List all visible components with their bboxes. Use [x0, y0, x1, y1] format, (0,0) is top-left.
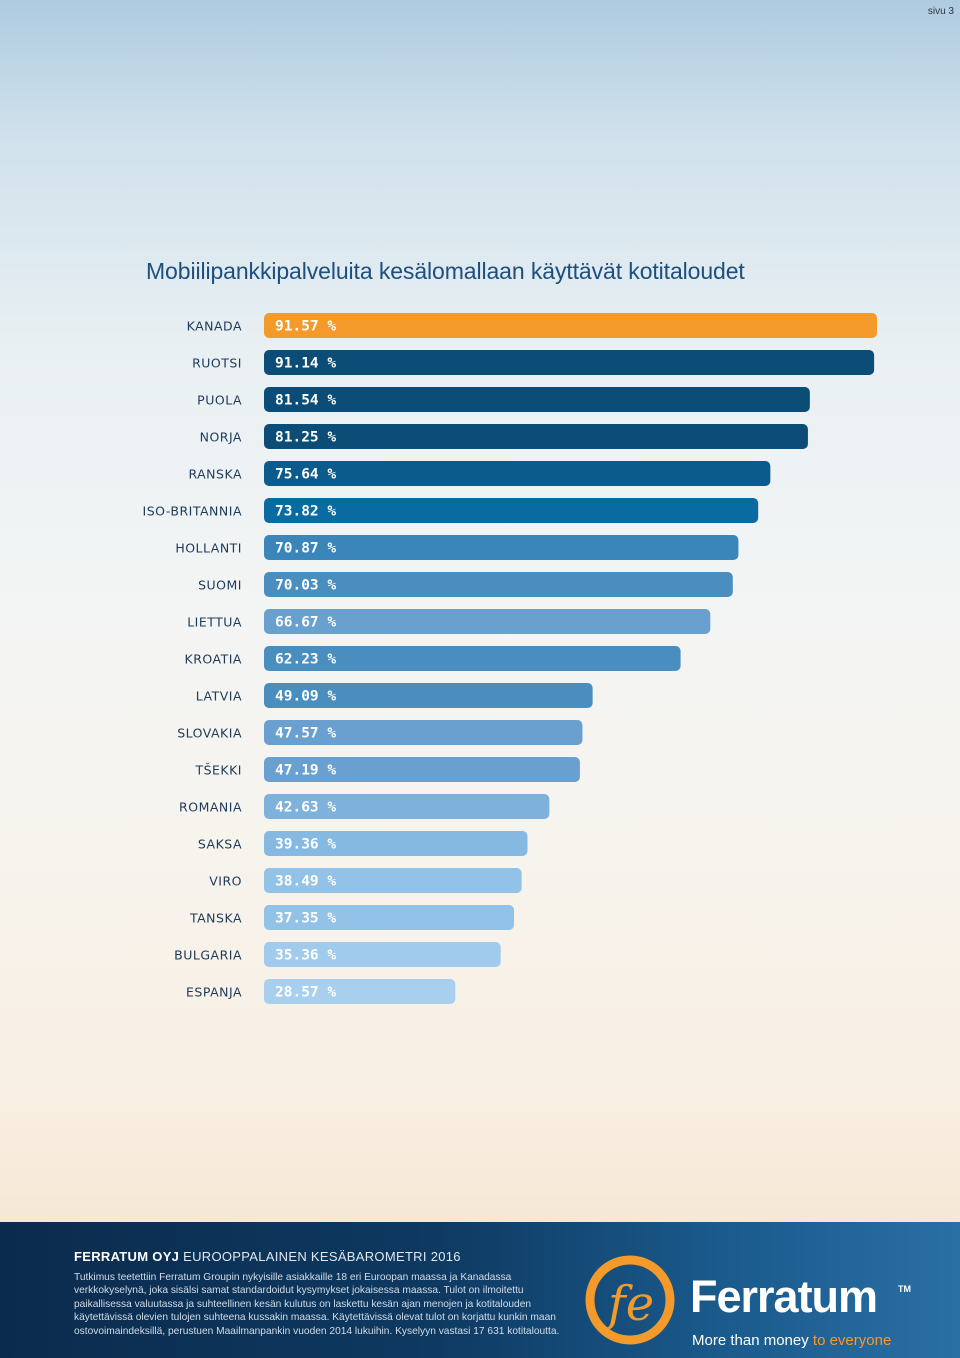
bar — [264, 720, 583, 745]
bar — [264, 498, 759, 523]
value-label: 70.03 % — [275, 578, 336, 594]
category-label: NORJA — [200, 430, 242, 445]
value-label: 47.57 % — [275, 726, 336, 742]
bar — [264, 868, 522, 893]
bar — [264, 609, 711, 634]
bar — [264, 572, 733, 597]
value-label: 42.63 % — [275, 800, 336, 816]
bar — [264, 942, 501, 967]
category-label: SLOVAKIA — [177, 726, 242, 741]
category-label: TANSKA — [189, 911, 242, 926]
bar — [264, 535, 739, 560]
bar — [264, 313, 877, 338]
bar — [264, 794, 550, 819]
value-label: 73.82 % — [275, 504, 336, 520]
category-label: RUOTSI — [192, 356, 242, 371]
tagline-part-2: to everyone — [812, 1332, 892, 1349]
ferratum-logo-icon: fe — [585, 1255, 675, 1345]
value-label: 81.54 % — [275, 393, 336, 409]
bar — [264, 979, 456, 1004]
bar — [264, 683, 593, 708]
category-label: BULGARIA — [174, 948, 242, 963]
category-label: KANADA — [187, 319, 242, 334]
chart-title: Mobiilipankkipalveluita kesälomallaan kä… — [146, 258, 745, 284]
value-label: 47.19 % — [275, 763, 336, 779]
bar-chart: KANADA 91.57 % RUOTSI 91.14 % PUOLA 81.54 % NO… — [143, 313, 877, 1004]
bar — [264, 757, 580, 782]
value-label: 81.25 % — [275, 430, 336, 446]
footer-heading-title: EUROOPPALAINEN KESÄBAROMETRI 2016 — [183, 1249, 461, 1264]
value-label: 35.36 % — [275, 948, 336, 964]
value-label: 49.09 % — [275, 689, 336, 705]
bar — [264, 350, 875, 375]
value-label: 62.23 % — [275, 652, 336, 668]
footer: FERRATUM OYJ EUROOPPALAINEN KESÄBAROMETR… — [0, 1222, 960, 1358]
value-label: 39.36 % — [275, 837, 336, 853]
category-label: LATVIA — [196, 689, 242, 704]
value-label: 91.14 % — [275, 356, 336, 372]
category-label: KROATIA — [185, 652, 242, 667]
category-label: RANSKA — [188, 467, 242, 482]
value-label: 91.57 % — [275, 319, 336, 335]
footer-heading: FERRATUM OYJ EUROOPPALAINEN KESÄBAROMETR… — [74, 1249, 461, 1264]
category-label: TŠEKKI — [194, 763, 242, 778]
footer-heading-company: FERRATUM OYJ — [74, 1249, 180, 1264]
bar — [264, 646, 681, 671]
page-number: sivu 3 — [927, 6, 954, 17]
svg-text:fe: fe — [605, 1276, 654, 1332]
logo-tagline: More than money to everyone — [692, 1332, 891, 1349]
value-label: 38.49 % — [275, 874, 336, 890]
category-label: ESPANJA — [186, 985, 242, 1000]
bar — [264, 831, 528, 856]
bar — [264, 387, 810, 412]
category-label: ISO-BRITANNIA — [143, 504, 242, 519]
bar — [264, 424, 808, 449]
logo-trademark: TM — [898, 1284, 911, 1294]
bar — [264, 461, 771, 486]
category-label: SUOMI — [198, 578, 242, 593]
category-label: PUOLA — [197, 393, 242, 408]
value-label: 66.67 % — [275, 615, 336, 631]
bar — [264, 905, 515, 930]
value-label: 75.64 % — [275, 467, 336, 483]
category-label: HOLLANTI — [175, 541, 242, 556]
category-label: LIETTUA — [187, 615, 242, 630]
category-label: ROMANIA — [179, 800, 242, 815]
footer-description: Tutkimus teetettiin Ferratum Groupin nyk… — [74, 1272, 560, 1337]
category-label: SAKSA — [198, 837, 242, 852]
logo-wordmark: Ferratum — [690, 1271, 878, 1322]
tagline-part-1: More than money — [692, 1332, 809, 1349]
category-label: VIRO — [209, 874, 242, 889]
value-label: 28.57 % — [275, 985, 336, 1001]
value-label: 37.35 % — [275, 911, 336, 927]
value-label: 70.87 % — [275, 541, 336, 557]
